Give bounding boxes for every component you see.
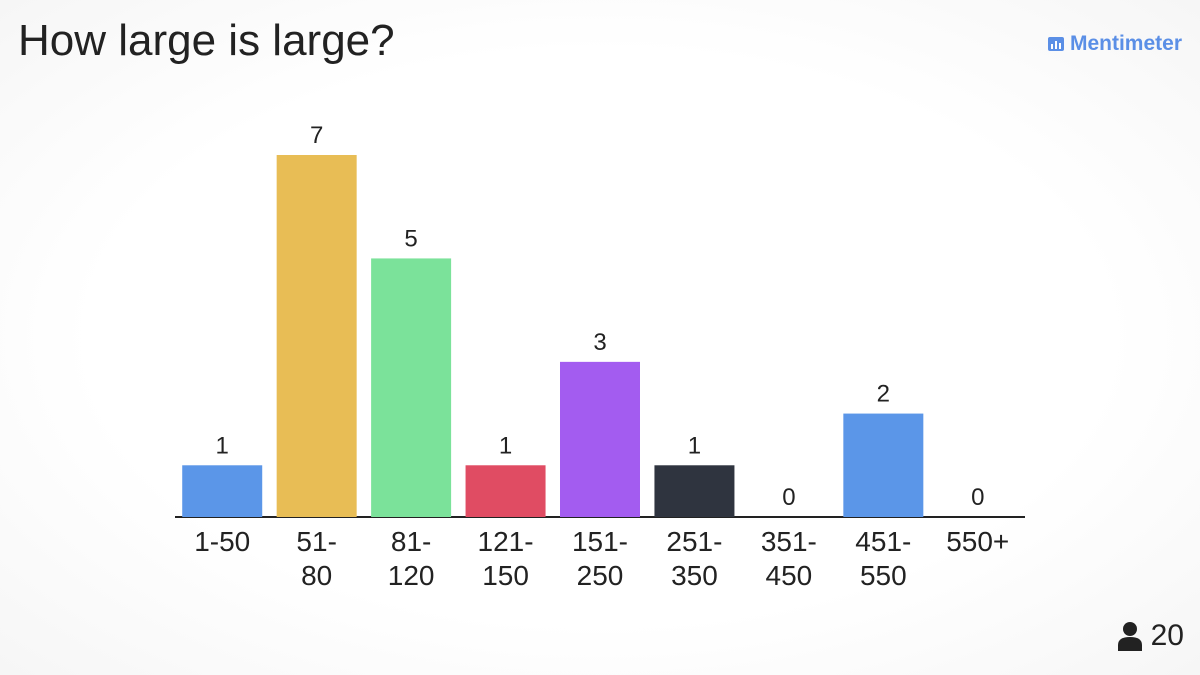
value-label: 7 [310,122,323,149]
bar [654,465,735,517]
value-label: 1 [499,432,512,459]
logo-icon [1047,37,1064,51]
participant-number: 20 [1150,619,1184,652]
category-label: 1-50 [194,526,251,557]
category-label: 121-150 [477,526,534,591]
person-icon [1117,622,1142,651]
value-label: 1 [688,432,701,459]
bar [371,258,452,517]
brand-name: Mentimeter [1069,32,1182,55]
category-label: 151-250 [571,526,629,591]
value-label: 2 [877,381,890,408]
bar [560,361,640,517]
bar [182,465,263,517]
value-label: 1 [216,432,229,459]
category-label: 550+ [946,526,1010,557]
value-label: 3 [593,329,606,356]
value-label: 0 [971,484,984,511]
slide-title: How large is large? [18,16,395,65]
category-label: 81-120 [387,526,435,591]
brand-logo: Mentimeter [1047,32,1182,56]
category-label: 451-550 [855,526,912,591]
bar [843,413,924,517]
category-label: 251-350 [666,526,723,591]
bar [276,155,357,517]
value-label: 0 [782,484,795,511]
value-label: 5 [404,225,417,252]
participant-count: 20 [1117,619,1184,653]
category-label: 51-80 [296,526,337,591]
bar [465,465,546,517]
category-label: 351-450 [760,526,817,591]
